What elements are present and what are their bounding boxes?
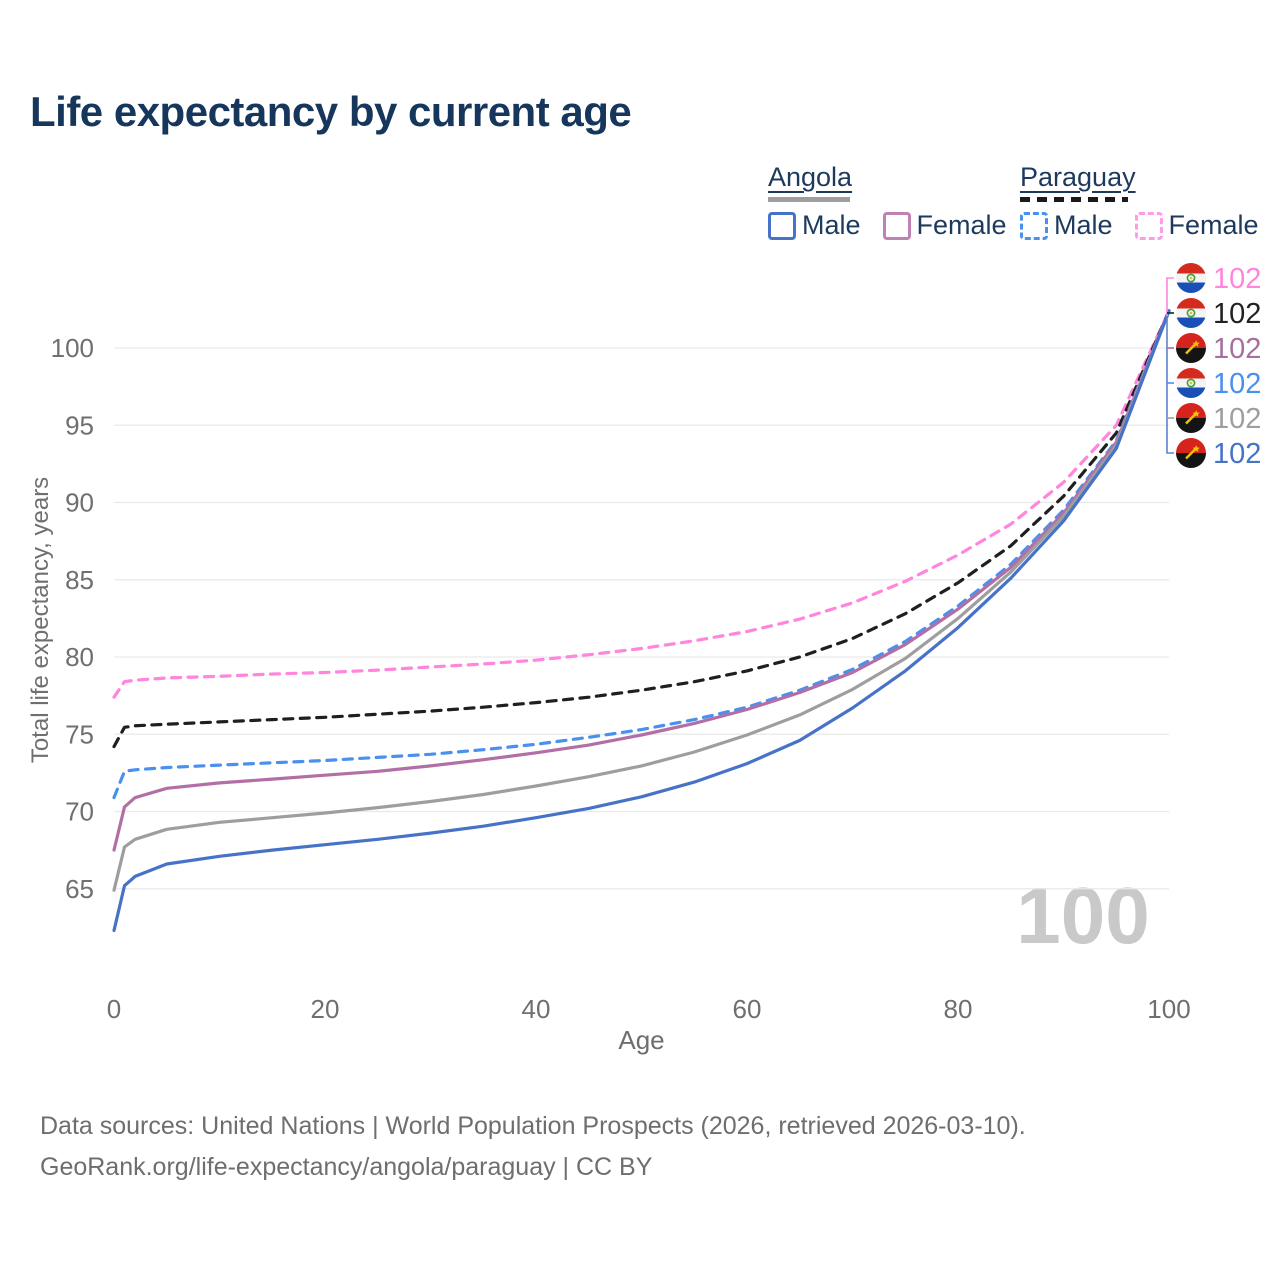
legend-label-male: Male [802,210,861,240]
x-tick-label: 100 [1147,994,1190,1024]
y-tick-label: 80 [65,642,94,672]
legend-group-angola: Angola Male Female [768,162,1007,241]
legend-label-female: Female [1168,210,1259,240]
legend-country-label[interactable]: Paraguay [1020,162,1136,192]
x-tick-label: 40 [522,994,551,1024]
angola-flag-icon [1176,333,1206,363]
y-axis-title: Total life expectancy, years [27,477,54,763]
series-line-angola-male[interactable] [112,309,1171,933]
x-tick-label: 20 [311,994,340,1024]
legend-group-paraguay: Paraguay Male Female [1020,162,1259,241]
checkbox-paraguay-female[interactable] [1134,211,1163,240]
y-tick-label: 65 [65,874,94,904]
paraguay-flag-icon [1176,368,1206,398]
legend-toggle-angola-male[interactable]: Male [768,210,861,241]
legend-toggle-paraguay-female[interactable]: Female [1134,210,1259,241]
data-sources-text: Data sources: United Nations | World Pop… [40,1112,1026,1140]
legend-country-angola[interactable]: Angola [768,162,1007,202]
page-title: Life expectancy by current age [30,88,632,135]
y-tick-label: 75 [65,719,94,749]
y-tick-label: 90 [65,488,94,518]
footer: Data sources: United Nations | World Pop… [40,1106,1026,1188]
x-tick-label: 60 [733,994,762,1024]
legend-label-male: Male [1054,210,1113,240]
x-tick-label: 0 [107,994,121,1024]
angola-flag-icon [1176,438,1206,468]
legend-label-female: Female [916,210,1007,240]
leader-line [1166,277,1174,316]
legend-country-paraguay[interactable]: Paraguay [1020,162,1259,202]
end-value-label: 102 [1213,368,1261,400]
attribution-text: GeoRank.org/life-expectancy/angola/parag… [40,1153,653,1181]
x-tick-label: 80 [944,994,973,1024]
checkbox-angola-female[interactable] [882,211,911,240]
y-tick-label: 95 [65,410,94,440]
end-value-label: 102 [1213,263,1261,295]
end-value-label: 102 [1213,298,1261,330]
y-tick-label: 70 [65,797,94,827]
paraguay-line-style-sample [1020,197,1128,202]
checkbox-angola-male[interactable] [768,211,796,240]
end-value-label: 102 [1213,333,1261,365]
checkbox-paraguay-male[interactable] [1020,211,1048,240]
end-value-label: 102 [1213,403,1261,435]
paraguay-flag-icon [1176,263,1206,293]
angola-flag-icon [1176,403,1206,433]
legend-toggle-angola-female[interactable]: Female [882,210,1007,241]
legend-toggle-paraguay-male[interactable]: Male [1020,210,1113,241]
series-line-paraguay-female[interactable] [112,309,1171,699]
series-line-paraguay-both[interactable] [112,309,1171,749]
y-tick-label: 100 [51,333,94,363]
age-indicator-watermark: 100 [1016,871,1149,960]
leader-line [1166,316,1174,454]
y-tick-label: 85 [65,565,94,595]
series-line-angola-female[interactable] [112,309,1171,852]
paraguay-flag-icon [1176,298,1206,328]
series-line-paraguay-male[interactable] [112,309,1171,800]
legend-country-label[interactable]: Angola [768,162,853,192]
x-axis-title: Age [618,1025,664,1055]
series-line-angola-both[interactable] [112,309,1171,892]
angola-line-style-sample [768,197,850,202]
end-value-label: 102 [1213,438,1261,470]
